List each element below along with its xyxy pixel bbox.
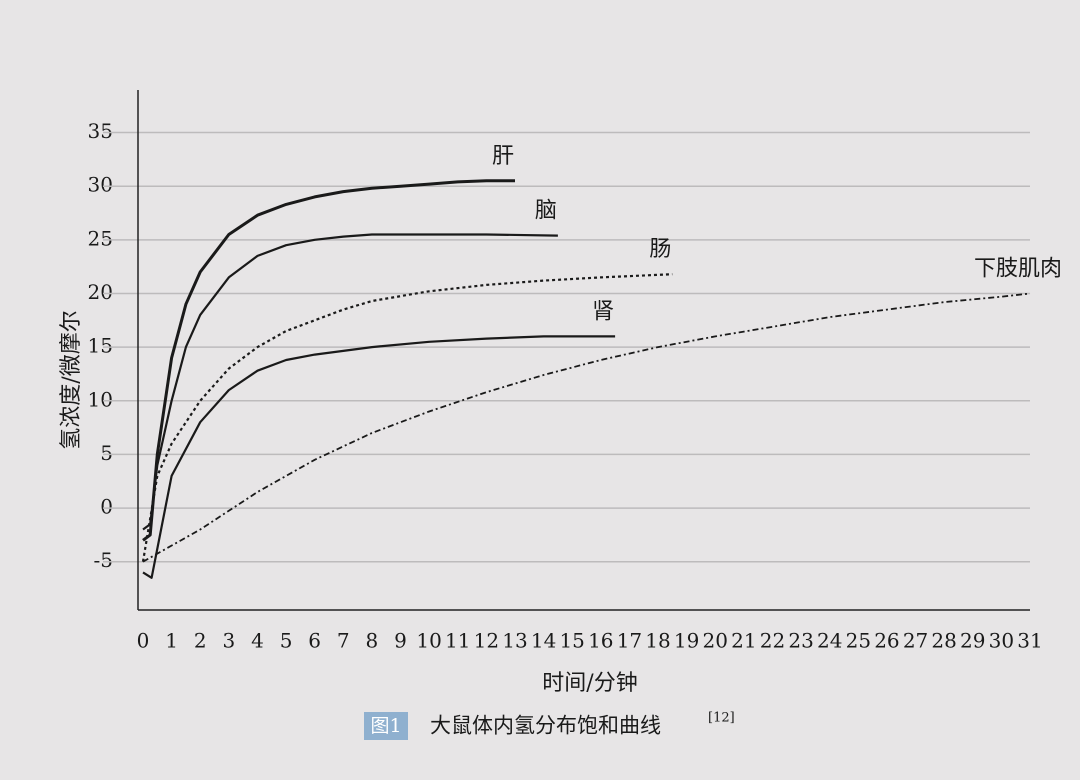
caption-badge (364, 712, 408, 740)
x-tick-label: 11 (445, 629, 470, 653)
y-tick-label: 10 (88, 387, 113, 411)
series-label: 脑 (535, 199, 557, 224)
x-tick-label: 6 (308, 629, 321, 653)
x-tick-label: 24 (817, 629, 842, 653)
x-tick-label: 15 (559, 629, 584, 653)
x-tick-label: 21 (731, 629, 756, 653)
x-tick-label: 20 (703, 629, 728, 653)
x-tick-label: 14 (531, 629, 556, 653)
series-line (142, 335, 616, 579)
x-tick-label: 26 (874, 629, 899, 653)
x-tick-label: 10 (416, 629, 441, 653)
x-tick-label: 0 (137, 629, 150, 653)
x-tick-label: 18 (645, 629, 670, 653)
x-tick-label: 7 (337, 629, 350, 653)
x-tick-label: 22 (760, 629, 785, 653)
x-axis-label: 时间/分钟 (542, 671, 637, 696)
series-line (142, 292, 1031, 563)
x-tick-label: 30 (989, 629, 1014, 653)
x-tick-label: 27 (903, 629, 928, 653)
series-line (142, 179, 515, 542)
series-line (141, 273, 673, 562)
x-tick-label: 4 (251, 629, 264, 653)
caption-ref: [12] (708, 711, 735, 726)
x-tick-label: 29 (960, 629, 985, 653)
x-tick-label: 2 (194, 629, 207, 653)
x-tick-label: 17 (617, 629, 642, 653)
y-tick-label: -5 (94, 548, 113, 572)
x-tick-label: 28 (931, 629, 956, 653)
y-tick-label: 20 (88, 280, 113, 304)
x-tick-label: 12 (474, 629, 499, 653)
x-tick-label: 3 (222, 629, 235, 653)
x-tick-label: 1 (165, 629, 178, 653)
series-label: 下肢肌肉 (974, 256, 1062, 281)
caption-figure: 图1 (370, 715, 401, 737)
y-tick-label: 30 (88, 173, 113, 197)
x-tick-label: 8 (366, 629, 379, 653)
y-tick-label: 0 (100, 495, 113, 519)
series-line (142, 233, 558, 531)
caption-text: 大鼠体内氢分布饱和曲线 (430, 714, 661, 738)
x-tick-label: 16 (588, 629, 613, 653)
series-label: 肾 (592, 299, 614, 324)
x-tick-label: 23 (788, 629, 813, 653)
x-tick-label: 31 (1017, 629, 1042, 653)
series-label: 肝 (492, 144, 514, 169)
x-tick-label: 25 (846, 629, 871, 653)
series-label: 肠 (649, 237, 671, 262)
x-tick-label: 9 (394, 629, 407, 653)
y-axis-label: 氢浓度/微摩尔 (59, 310, 84, 449)
x-tick-label: 19 (674, 629, 699, 653)
y-tick-label: 5 (100, 441, 113, 465)
y-tick-label: 25 (88, 226, 113, 250)
y-tick-label: 35 (88, 119, 113, 143)
y-tick-label: 15 (88, 334, 113, 358)
x-tick-label: 5 (280, 629, 293, 653)
x-tick-label: 13 (502, 629, 527, 653)
